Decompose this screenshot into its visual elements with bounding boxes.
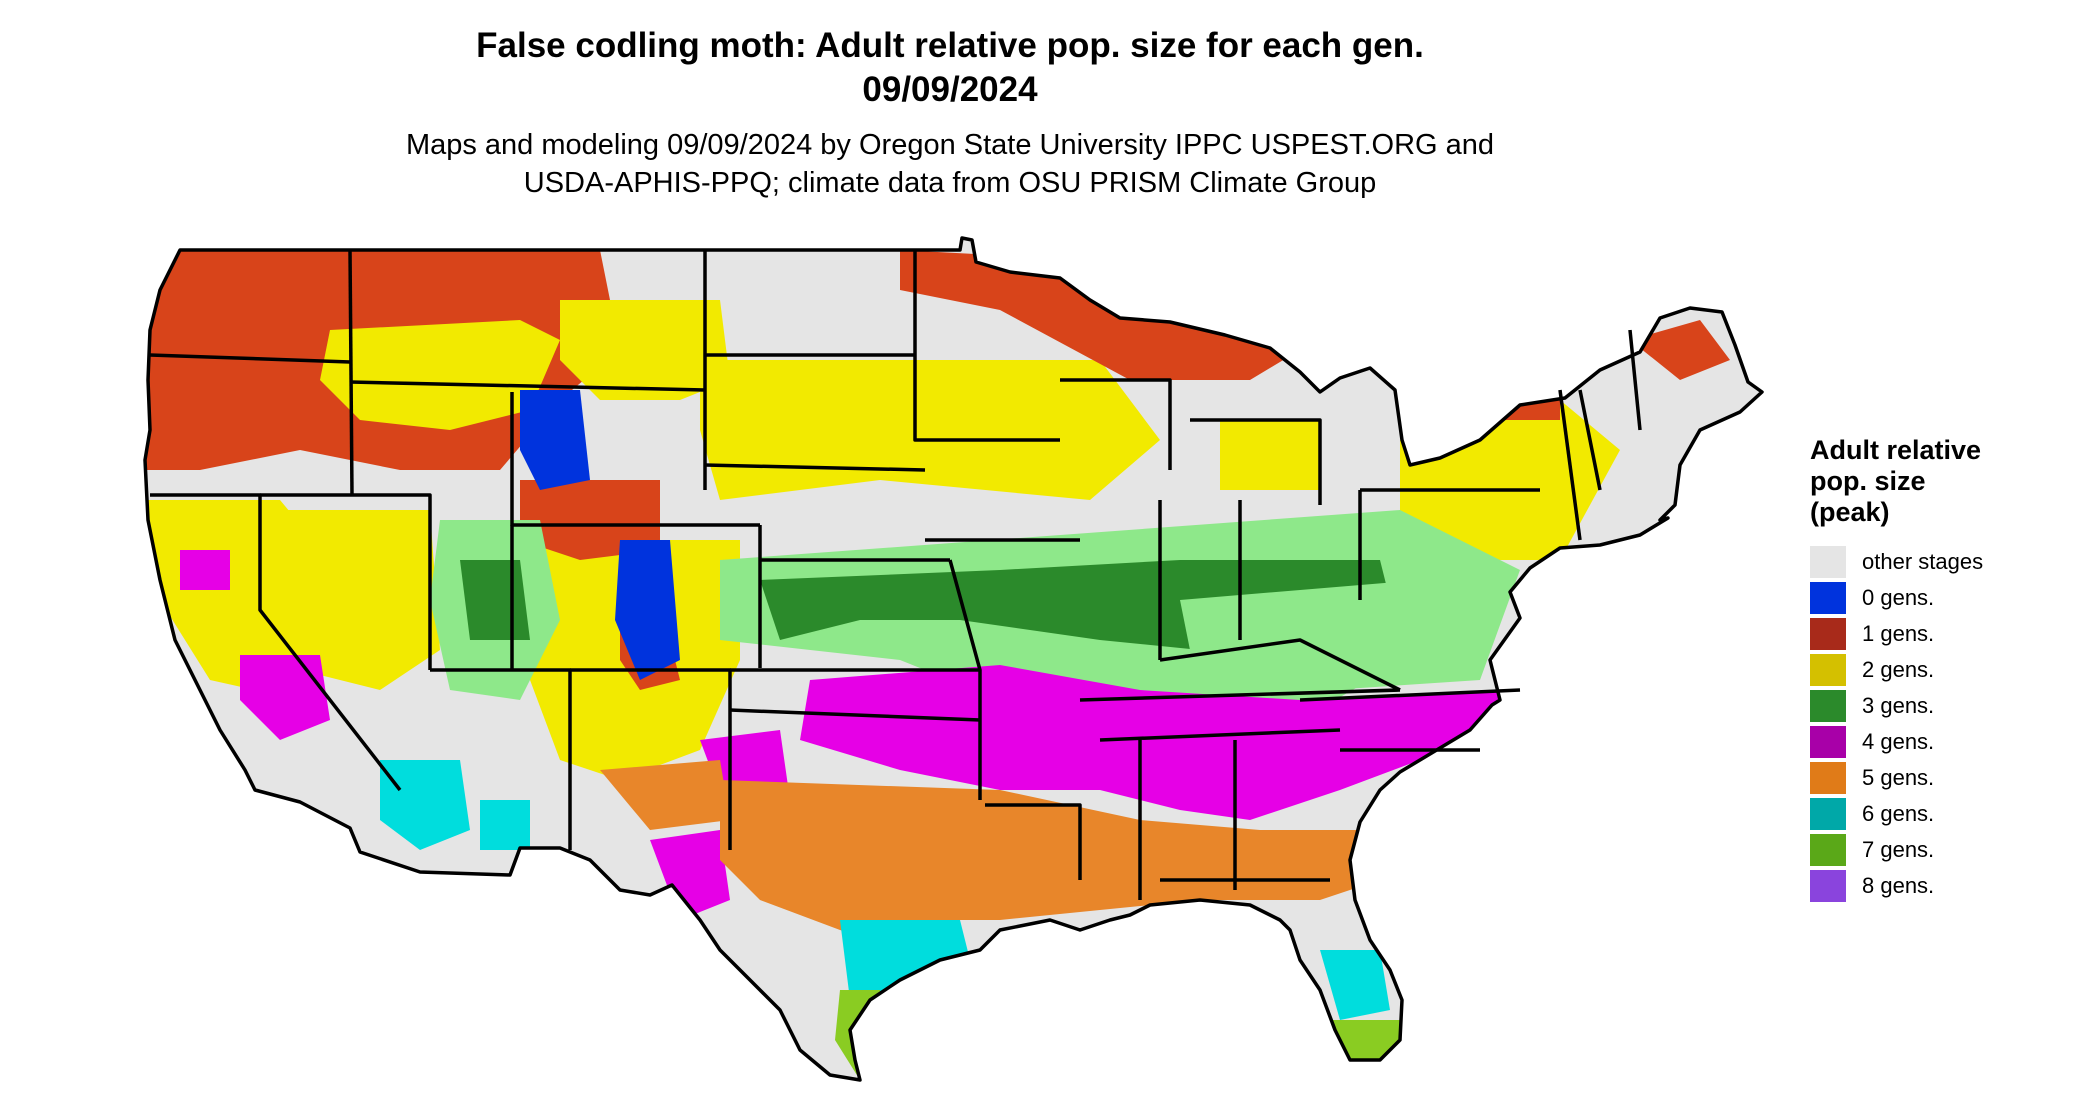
legend-item: 7 gens. (1810, 832, 1983, 868)
region-red (900, 250, 1300, 380)
border-id-west (348, 249, 354, 496)
region-magenta (240, 655, 330, 740)
region-orange (720, 780, 1380, 950)
legend-label: 5 gens. (1862, 765, 1935, 790)
region-yellow (700, 360, 1160, 500)
border-nv-ut (260, 493, 432, 670)
region-yellow (1220, 420, 1320, 490)
legend-swatch (1810, 546, 1846, 578)
legend-item: 4 gens. (1810, 724, 1983, 760)
legend-item: 1 gens. (1810, 616, 1983, 652)
region-magenta (180, 550, 230, 590)
border-mo-east (948, 559, 982, 800)
region-cyan (1320, 950, 1390, 1020)
legend-item: 6 gens. (1810, 796, 1983, 832)
legend-label: 1 gens. (1862, 621, 1935, 646)
border-ca-nv (150, 493, 402, 792)
legend-title-line-1: Adult relative (1810, 435, 1982, 465)
legend-label: 4 gens. (1862, 729, 1935, 754)
border-ar-la (985, 803, 1082, 880)
subtitle-line-2: USDA-APHIS-PPQ; climate data from OSU PR… (523, 167, 1377, 199)
region-green (460, 560, 530, 640)
legend-title-line-2: pop. size (1810, 466, 1926, 496)
legend-swatch (1810, 726, 1846, 758)
border-mi-wi (1060, 378, 1172, 470)
us-map (143, 236, 1764, 1082)
border-tn-south (1099, 728, 1341, 742)
border-vt-nh (1578, 389, 1602, 491)
legend-item: other stages (1810, 544, 1983, 580)
region-cyan (380, 760, 470, 850)
legend-title-line-3: (peak) (1810, 497, 1890, 527)
legend-title: Adult relative pop. size (peak) (1810, 435, 1983, 528)
region-yellow (260, 510, 440, 690)
legend-label: 0 gens. (1862, 585, 1935, 610)
legend-label: 3 gens. (1862, 693, 1935, 718)
region-yellow (320, 320, 560, 430)
region-yellow (560, 300, 730, 400)
region-magenta (800, 665, 1530, 820)
border-nh-me (1628, 329, 1642, 431)
state-boundaries (143, 236, 1764, 1082)
legend-swatch (1810, 798, 1846, 830)
region-blue (520, 390, 590, 490)
generation-regions (145, 238, 1762, 1080)
region-cyan (840, 920, 970, 1000)
legend-swatch (1810, 762, 1846, 794)
legend-item: 2 gens. (1810, 652, 1983, 688)
map-title: False codling moth: Adult relative pop. … (476, 26, 1424, 65)
legend-swatch (1810, 582, 1846, 614)
region-cyan (480, 800, 530, 850)
subtitle-line-1: Maps and modeling 09/09/2024 by Oregon S… (405, 129, 1495, 161)
region-lime (1330, 1020, 1400, 1060)
border-tn-north (1079, 688, 1401, 702)
border-mn-east (913, 250, 1060, 442)
legend-swatch (1810, 870, 1846, 902)
border-ky-va (1159, 638, 1401, 692)
border-va-nc (1299, 688, 1521, 702)
region-magenta (650, 830, 730, 920)
legend-label: 6 gens. (1862, 801, 1935, 826)
legend-swatch (1810, 834, 1846, 866)
legend-label: 7 gens. (1862, 837, 1935, 862)
region-blue (615, 540, 680, 680)
legend-item: 3 gens. (1810, 688, 1983, 724)
map-date: 09/09/2024 (862, 70, 1038, 109)
legend-swatch (1810, 654, 1846, 686)
legend-swatch (1810, 690, 1846, 722)
border-ny-new-england (1558, 389, 1582, 541)
legend-label: other stages (1862, 549, 1984, 574)
region-lightgreen (1180, 580, 1440, 720)
region-red (1630, 320, 1730, 380)
legend-item: 8 gens. (1810, 868, 1983, 904)
border-lower-mi (1190, 418, 1322, 505)
legend-swatch (1810, 618, 1846, 650)
border-mt-wy (349, 380, 706, 392)
legend-label: 8 gens. (1862, 873, 1935, 898)
border-wa-or (149, 353, 351, 364)
legend-label: 2 gens. (1862, 657, 1935, 682)
border-ok-tx (729, 708, 981, 722)
legend-item: 5 gens. (1810, 760, 1983, 796)
legend: Adult relative pop. size (peak) other st… (1810, 435, 1983, 904)
border-sd-ne (704, 463, 926, 472)
legend-item: 0 gens. (1810, 580, 1983, 616)
region-orange (600, 760, 730, 830)
